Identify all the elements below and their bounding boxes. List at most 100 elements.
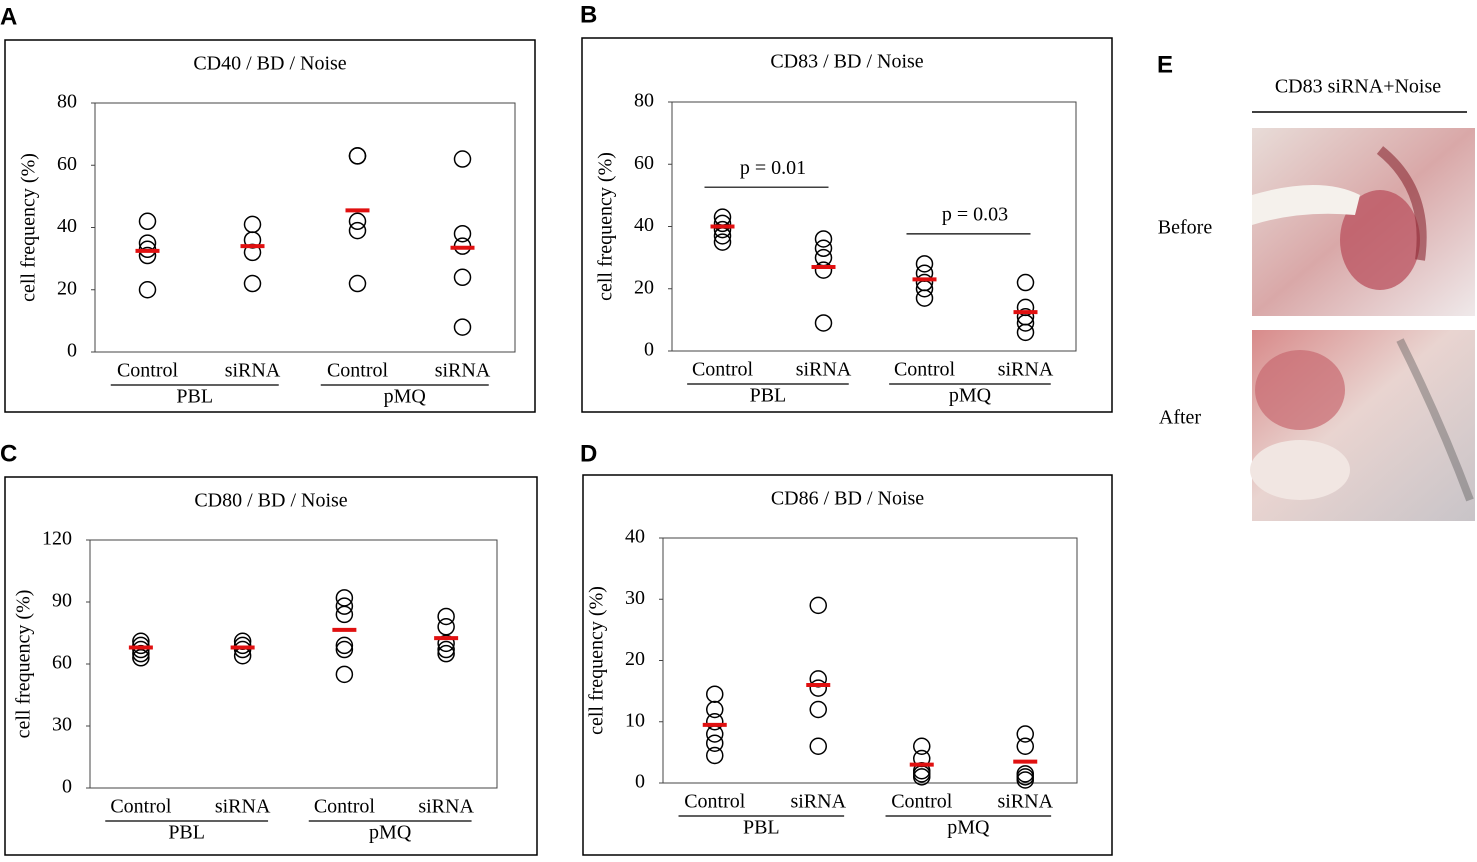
y-tick-label: 80 <box>57 91 77 113</box>
data-point <box>814 314 833 332</box>
x-tick-label: Control <box>327 360 389 382</box>
x-tick-label: Control <box>314 796 376 818</box>
data-point <box>706 713 724 731</box>
data-point <box>814 239 833 258</box>
group-label: PBL <box>743 817 780 839</box>
chart-title: CD86 / BD / Noise <box>771 488 924 510</box>
data-point <box>814 230 833 248</box>
data-point <box>713 214 732 233</box>
group-label: PBL <box>168 822 205 844</box>
panel-frame <box>581 37 1113 413</box>
data-point <box>437 607 455 626</box>
data-point <box>453 268 472 287</box>
y-tick-label: 0 <box>644 339 654 361</box>
y-tick-label: 60 <box>52 652 72 674</box>
y-tick-label: 60 <box>57 153 77 175</box>
y-axis-label: cell frequency (%) <box>586 586 608 735</box>
panel-letter: B <box>580 1 597 28</box>
photo-before <box>1252 128 1475 316</box>
y-tick-label: 40 <box>625 526 645 548</box>
data-point <box>713 233 732 251</box>
group-label: pMQ <box>947 817 990 839</box>
group-label: pMQ <box>949 385 992 407</box>
data-point <box>348 147 367 165</box>
data-point <box>132 640 150 659</box>
chart: B CD83 / BD / Noise cell frequency (%) 0 20 4… <box>580 1 1113 413</box>
y-tick-label: 60 <box>634 152 654 174</box>
data-point <box>1016 273 1035 292</box>
x-tick-label: Control <box>117 360 179 382</box>
y-tick-label: 40 <box>634 214 654 236</box>
data-point <box>1016 737 1034 755</box>
y-tick-label: 10 <box>625 709 645 731</box>
x-tick-label: siRNA <box>435 360 491 382</box>
data-point <box>915 289 934 307</box>
plot-frame <box>94 102 516 353</box>
data-point <box>335 665 354 684</box>
data-point <box>814 248 833 267</box>
panel-title: CD83 siRNA+Noise <box>1275 76 1441 98</box>
data-point <box>1016 725 1034 743</box>
panel-e: E CD83 siRNA+Noise Before After <box>1157 51 1475 521</box>
data-point <box>706 746 724 765</box>
data-point <box>138 212 157 231</box>
data-point <box>437 634 455 653</box>
x-tick-label: siRNA <box>418 796 474 818</box>
data-point <box>348 212 367 231</box>
data-point <box>706 734 724 752</box>
row-label: Before <box>1158 217 1213 239</box>
data-point <box>913 737 931 755</box>
chart: C CD80 / BD / Noise cell frequency (%) 0 30 6… <box>0 440 538 856</box>
panel-letter: A <box>0 3 17 30</box>
y-axis-label: cell frequency (%) <box>13 590 35 739</box>
panel-letter: E <box>1157 51 1173 78</box>
x-tick-label: siRNA <box>998 359 1054 381</box>
y-tick-label: 120 <box>42 528 72 550</box>
y-tick-label: 20 <box>625 648 645 670</box>
data-point <box>348 274 367 293</box>
data-point <box>913 768 931 786</box>
data-point <box>706 725 724 743</box>
y-tick-label: 30 <box>52 714 72 736</box>
data-point <box>453 150 472 168</box>
data-point <box>138 246 157 265</box>
chart: A CD40 / BD / Noise cell frequency (%) 0 20 4… <box>0 3 536 413</box>
panel-frame <box>4 39 536 413</box>
chart-title: CD80 / BD / Noise <box>194 490 347 512</box>
x-tick-label: siRNA <box>225 360 281 382</box>
x-tick-label: Control <box>692 359 754 381</box>
data-point <box>453 318 472 336</box>
chart-title: CD40 / BD / Noise <box>193 53 346 75</box>
data-point <box>809 679 827 697</box>
photo-after <box>1250 330 1475 521</box>
panel-frame <box>582 474 1113 856</box>
data-point <box>132 636 150 655</box>
chart: D CD86 / BD / Noise cell frequency (%) 0 10 2… <box>580 440 1113 856</box>
y-tick-label: 0 <box>62 776 72 798</box>
x-tick-label: Control <box>894 359 956 381</box>
data-point <box>814 261 833 279</box>
y-axis-label: cell frequency (%) <box>18 153 40 302</box>
data-point <box>437 618 455 636</box>
p-value: p = 0.03 <box>942 203 1008 225</box>
y-tick-label: 0 <box>67 340 77 362</box>
data-point <box>1016 314 1035 332</box>
data-point <box>1016 771 1034 789</box>
x-tick-label: siRNA <box>997 791 1053 813</box>
panel-letter: D <box>580 440 597 467</box>
y-tick-label: 90 <box>52 590 72 612</box>
row-label: After <box>1159 407 1202 429</box>
group-label: PBL <box>750 385 787 407</box>
data-point <box>706 685 724 703</box>
data-point <box>453 224 472 243</box>
data-point <box>809 737 827 755</box>
y-tick-label: 20 <box>57 277 77 299</box>
x-tick-label: Control <box>891 791 953 813</box>
x-tick-label: Control <box>684 791 746 813</box>
data-point <box>335 636 354 655</box>
group-label: pMQ <box>369 822 412 844</box>
x-tick-label: siRNA <box>215 796 271 818</box>
plot-frame <box>662 537 1078 784</box>
panel-frame <box>4 476 538 856</box>
